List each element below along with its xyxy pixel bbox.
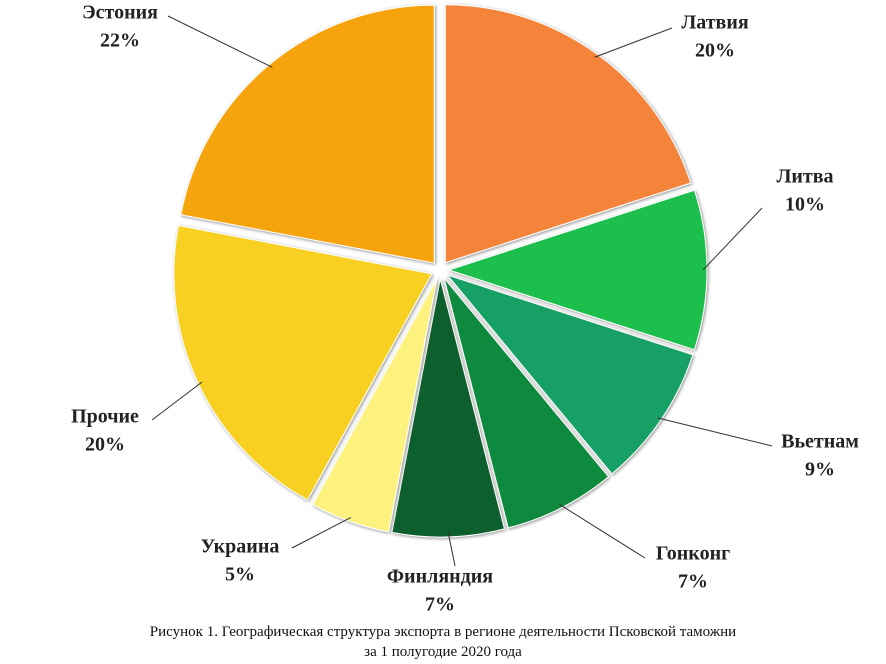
leader-line <box>151 381 203 421</box>
category-label: Украина <box>201 536 280 558</box>
category-label: Финляндия <box>387 566 493 588</box>
pie <box>173 4 708 538</box>
leader-line <box>702 207 763 271</box>
leader-line <box>657 417 773 447</box>
value-label: 20% <box>695 40 735 62</box>
value-label: 7% <box>425 594 455 616</box>
caption: за 1 полугодие 2020 года <box>364 644 522 660</box>
slice <box>311 278 438 533</box>
value-label: 10% <box>785 194 825 216</box>
leader-line <box>594 27 673 58</box>
leader-line <box>291 517 352 549</box>
category-label: Эстония <box>82 2 158 24</box>
category-label: Литва <box>776 166 833 188</box>
category-label: Вьетнам <box>781 431 859 453</box>
value-label: 9% <box>805 459 835 481</box>
leader-line <box>447 532 456 567</box>
slice <box>180 4 435 264</box>
slice <box>391 278 506 538</box>
value-label: 22% <box>100 30 140 52</box>
value-label: 7% <box>678 571 708 593</box>
category-label: Латвия <box>681 12 749 34</box>
slice <box>444 4 692 264</box>
slice <box>173 224 433 501</box>
slice <box>443 277 610 529</box>
slice <box>445 274 694 475</box>
category-label: Гонконг <box>656 543 730 565</box>
category-label: Прочие <box>71 406 139 428</box>
value-label: 5% <box>225 564 255 586</box>
slice <box>447 189 708 351</box>
caption: Рисунок 1. Географическая структура эксп… <box>150 624 736 640</box>
leader-line <box>559 503 646 559</box>
value-label: 20% <box>85 434 125 456</box>
leader-line <box>167 15 273 68</box>
